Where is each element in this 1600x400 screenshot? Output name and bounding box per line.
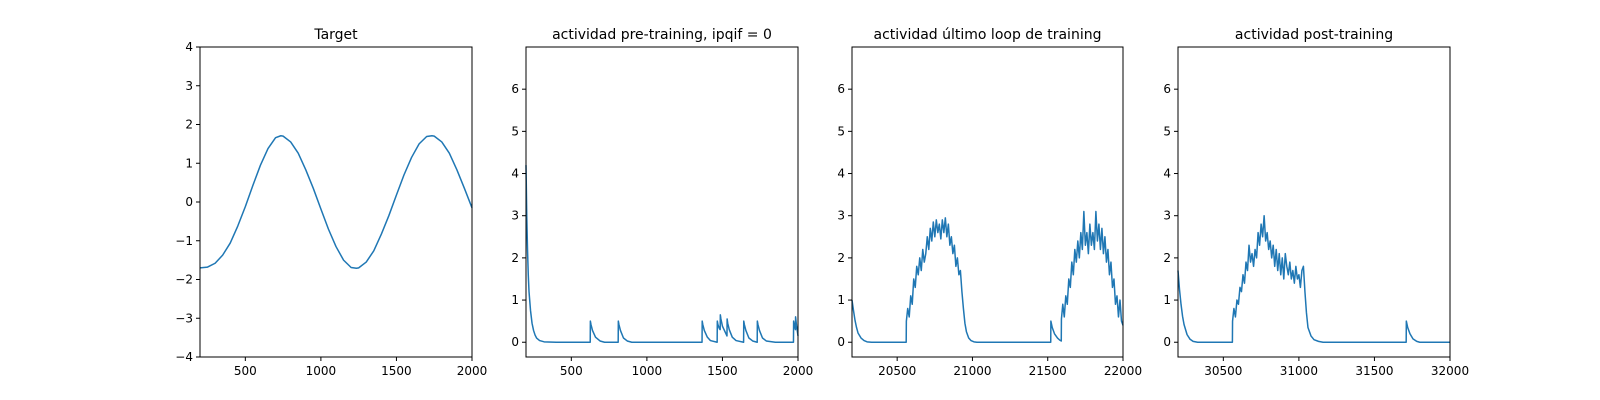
y-tick-label: 3 xyxy=(1163,209,1171,223)
y-tick-label: 5 xyxy=(837,124,845,138)
x-tick-label: 30500 xyxy=(1204,364,1242,378)
y-tick-label: 2 xyxy=(837,251,845,265)
y-tick-label: 1 xyxy=(837,293,845,307)
y-tick-label: 0 xyxy=(837,335,845,349)
y-tick-label: 2 xyxy=(185,118,193,132)
y-tick-label: 2 xyxy=(1163,251,1171,265)
y-tick-label: 3 xyxy=(837,209,845,223)
y-tick-label: −3 xyxy=(175,311,193,325)
x-tick-label: 20500 xyxy=(878,364,916,378)
y-tick-label: 6 xyxy=(837,82,845,96)
series-line xyxy=(199,134,473,270)
y-tick-label: 3 xyxy=(185,79,193,93)
y-tick-label: 0 xyxy=(511,335,519,349)
series-line xyxy=(525,165,799,343)
panel-last-training-loop: 20500 21000 21500 22000 0 1 2 3 4 5 6 actividad últ… xyxy=(837,27,1142,378)
y-tick-label: 4 xyxy=(1163,167,1171,181)
y-tick-label: 4 xyxy=(837,167,845,181)
x-tick-label: 31500 xyxy=(1355,364,1393,378)
panel-title: Target xyxy=(313,27,358,43)
y-tick-label: 6 xyxy=(511,82,519,96)
panel-post-training: 30500 31000 31500 32000 0 1 2 3 4 5 6 actividad pos… xyxy=(1163,27,1469,378)
x-tick-label: 1000 xyxy=(632,364,663,378)
y-tick-label: −4 xyxy=(175,350,193,364)
panel-target: 500 1000 1500 2000 −4 −3 −2 −1 0 1 2 3 4 Target xyxy=(175,27,487,378)
x-tick-label: 22000 xyxy=(1104,364,1142,378)
y-tick-label: 6 xyxy=(1163,82,1171,96)
y-tick-label: 1 xyxy=(185,156,193,170)
y-tick-label: 0 xyxy=(1163,335,1171,349)
series-line xyxy=(1177,214,1450,343)
axes-frame xyxy=(199,46,473,358)
axes-frame xyxy=(851,46,1124,358)
panel-title: actividad post-training xyxy=(1235,27,1393,43)
y-tick-label: 4 xyxy=(185,40,193,54)
y-tick-label: −1 xyxy=(175,234,193,248)
y-tick-label: 1 xyxy=(1163,293,1171,307)
x-tick-label: 2000 xyxy=(457,364,488,378)
axes-frame xyxy=(525,46,799,358)
x-tick-label: 1500 xyxy=(707,364,738,378)
series-line xyxy=(851,210,1124,343)
x-tick-label: 32000 xyxy=(1431,364,1469,378)
axes-frame xyxy=(1177,46,1451,358)
x-tick-label: 2000 xyxy=(783,364,814,378)
x-tick-label: 1500 xyxy=(381,364,412,378)
x-tick-label: 31000 xyxy=(1280,364,1318,378)
y-tick-label: 1 xyxy=(511,293,519,307)
x-tick-label: 500 xyxy=(234,364,257,378)
panel-pre-training: 500 1000 1500 2000 0 1 2 3 4 5 6 actividad pre-trai… xyxy=(511,27,813,378)
x-tick-label: 500 xyxy=(560,364,583,378)
x-tick-label: 21500 xyxy=(1029,364,1067,378)
panel-title: actividad pre-training, ipqif = 0 xyxy=(552,27,772,43)
y-tick-label: 5 xyxy=(1163,124,1171,138)
y-tick-label: 0 xyxy=(185,195,193,209)
y-tick-label: 5 xyxy=(511,124,519,138)
y-tick-label: 4 xyxy=(511,167,519,181)
panel-title: actividad último loop de training xyxy=(874,27,1102,43)
y-tick-label: 3 xyxy=(511,209,519,223)
x-tick-label: 1000 xyxy=(306,364,337,378)
x-tick-label: 21000 xyxy=(953,364,991,378)
y-tick-label: −2 xyxy=(175,273,193,287)
y-tick-label: 2 xyxy=(511,251,519,265)
